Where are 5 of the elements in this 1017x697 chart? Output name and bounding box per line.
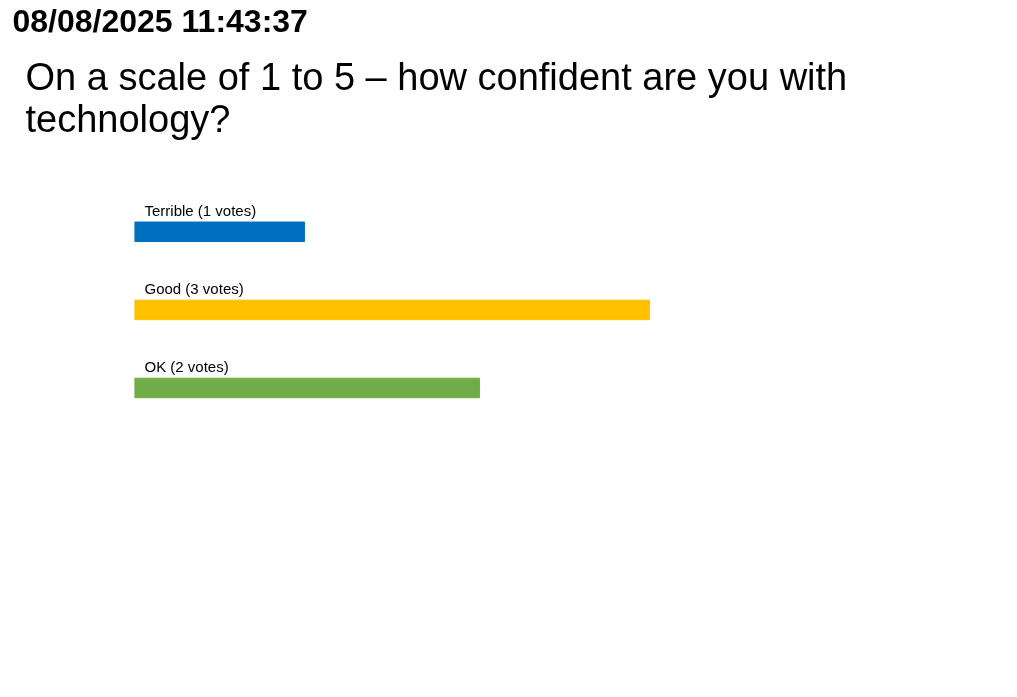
y-tick-label: Good (3 votes) — [144, 279, 244, 297]
text: 08/08/2025 11:43:37 — [12, 2, 308, 39]
chart-title: On a scale of 1 to 5 – how confident are you with technology? — [25, 55, 848, 140]
y-tick-label: Terrible (1 votes) — [144, 201, 257, 219]
y-tick-label: OK (2 votes) — [144, 357, 229, 375]
